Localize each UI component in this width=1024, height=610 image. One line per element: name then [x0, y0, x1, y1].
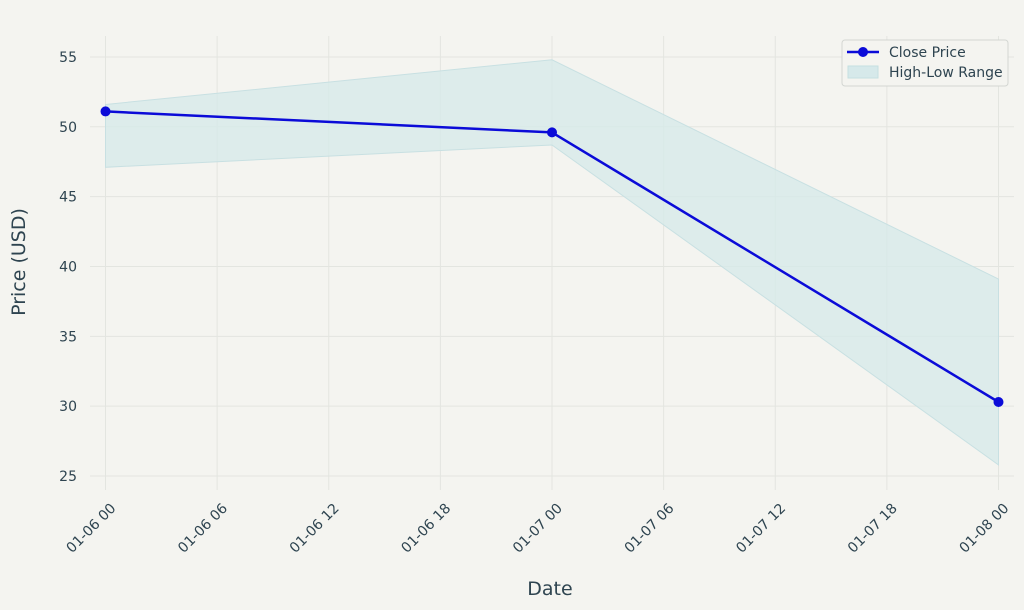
x-tick-label: 01-06 12	[287, 501, 343, 557]
legend-close-price-marker	[858, 47, 868, 57]
x-tick-label: 01-07 18	[845, 501, 901, 557]
x-axis-label: Date	[527, 578, 572, 600]
x-tick-label: 01-06 06	[175, 501, 231, 557]
x-tick-label: 01-07 06	[622, 501, 678, 557]
legend-label-close-price: Close Price	[889, 45, 966, 61]
y-tick-label: 50	[59, 120, 77, 136]
x-tick-label: 01-07 00	[510, 501, 566, 557]
x-tick-label: 01-06 18	[398, 501, 454, 557]
y-tick-label: 35	[59, 329, 77, 345]
legend-box	[841, 39, 1009, 87]
legend-high-low-swatch	[847, 65, 879, 79]
x-tick-label: 01-08 00	[957, 501, 1013, 557]
x-tick-labels: 01-06 00 01-06 06 01-06 12 01-06 18 01-07 00…	[64, 501, 1013, 557]
y-tick-label: 55	[59, 50, 77, 66]
y-tick-label: 25	[59, 469, 77, 485]
legend: Close Price High-Low Range	[841, 39, 1009, 87]
y-tick-label: 30	[59, 399, 77, 415]
legend-label-high-low-range: High-Low Range	[889, 65, 1003, 81]
close-price-points	[100, 106, 1004, 407]
high-low-band-layer	[105, 59, 999, 466]
y-tick-label: 40	[59, 259, 77, 275]
close-price-point	[547, 127, 557, 138]
y-tick-labels: 25 30 35 40 45 50 55	[59, 50, 77, 485]
x-tick-label: 01-06 00	[64, 501, 120, 557]
close-price-point	[993, 396, 1004, 407]
y-axis-label: Price (USD)	[8, 208, 30, 316]
high-low-range-band	[105, 59, 999, 466]
y-tick-label: 45	[59, 190, 77, 206]
close-price-point	[100, 106, 111, 117]
x-tick-label: 01-07 12	[733, 501, 789, 557]
